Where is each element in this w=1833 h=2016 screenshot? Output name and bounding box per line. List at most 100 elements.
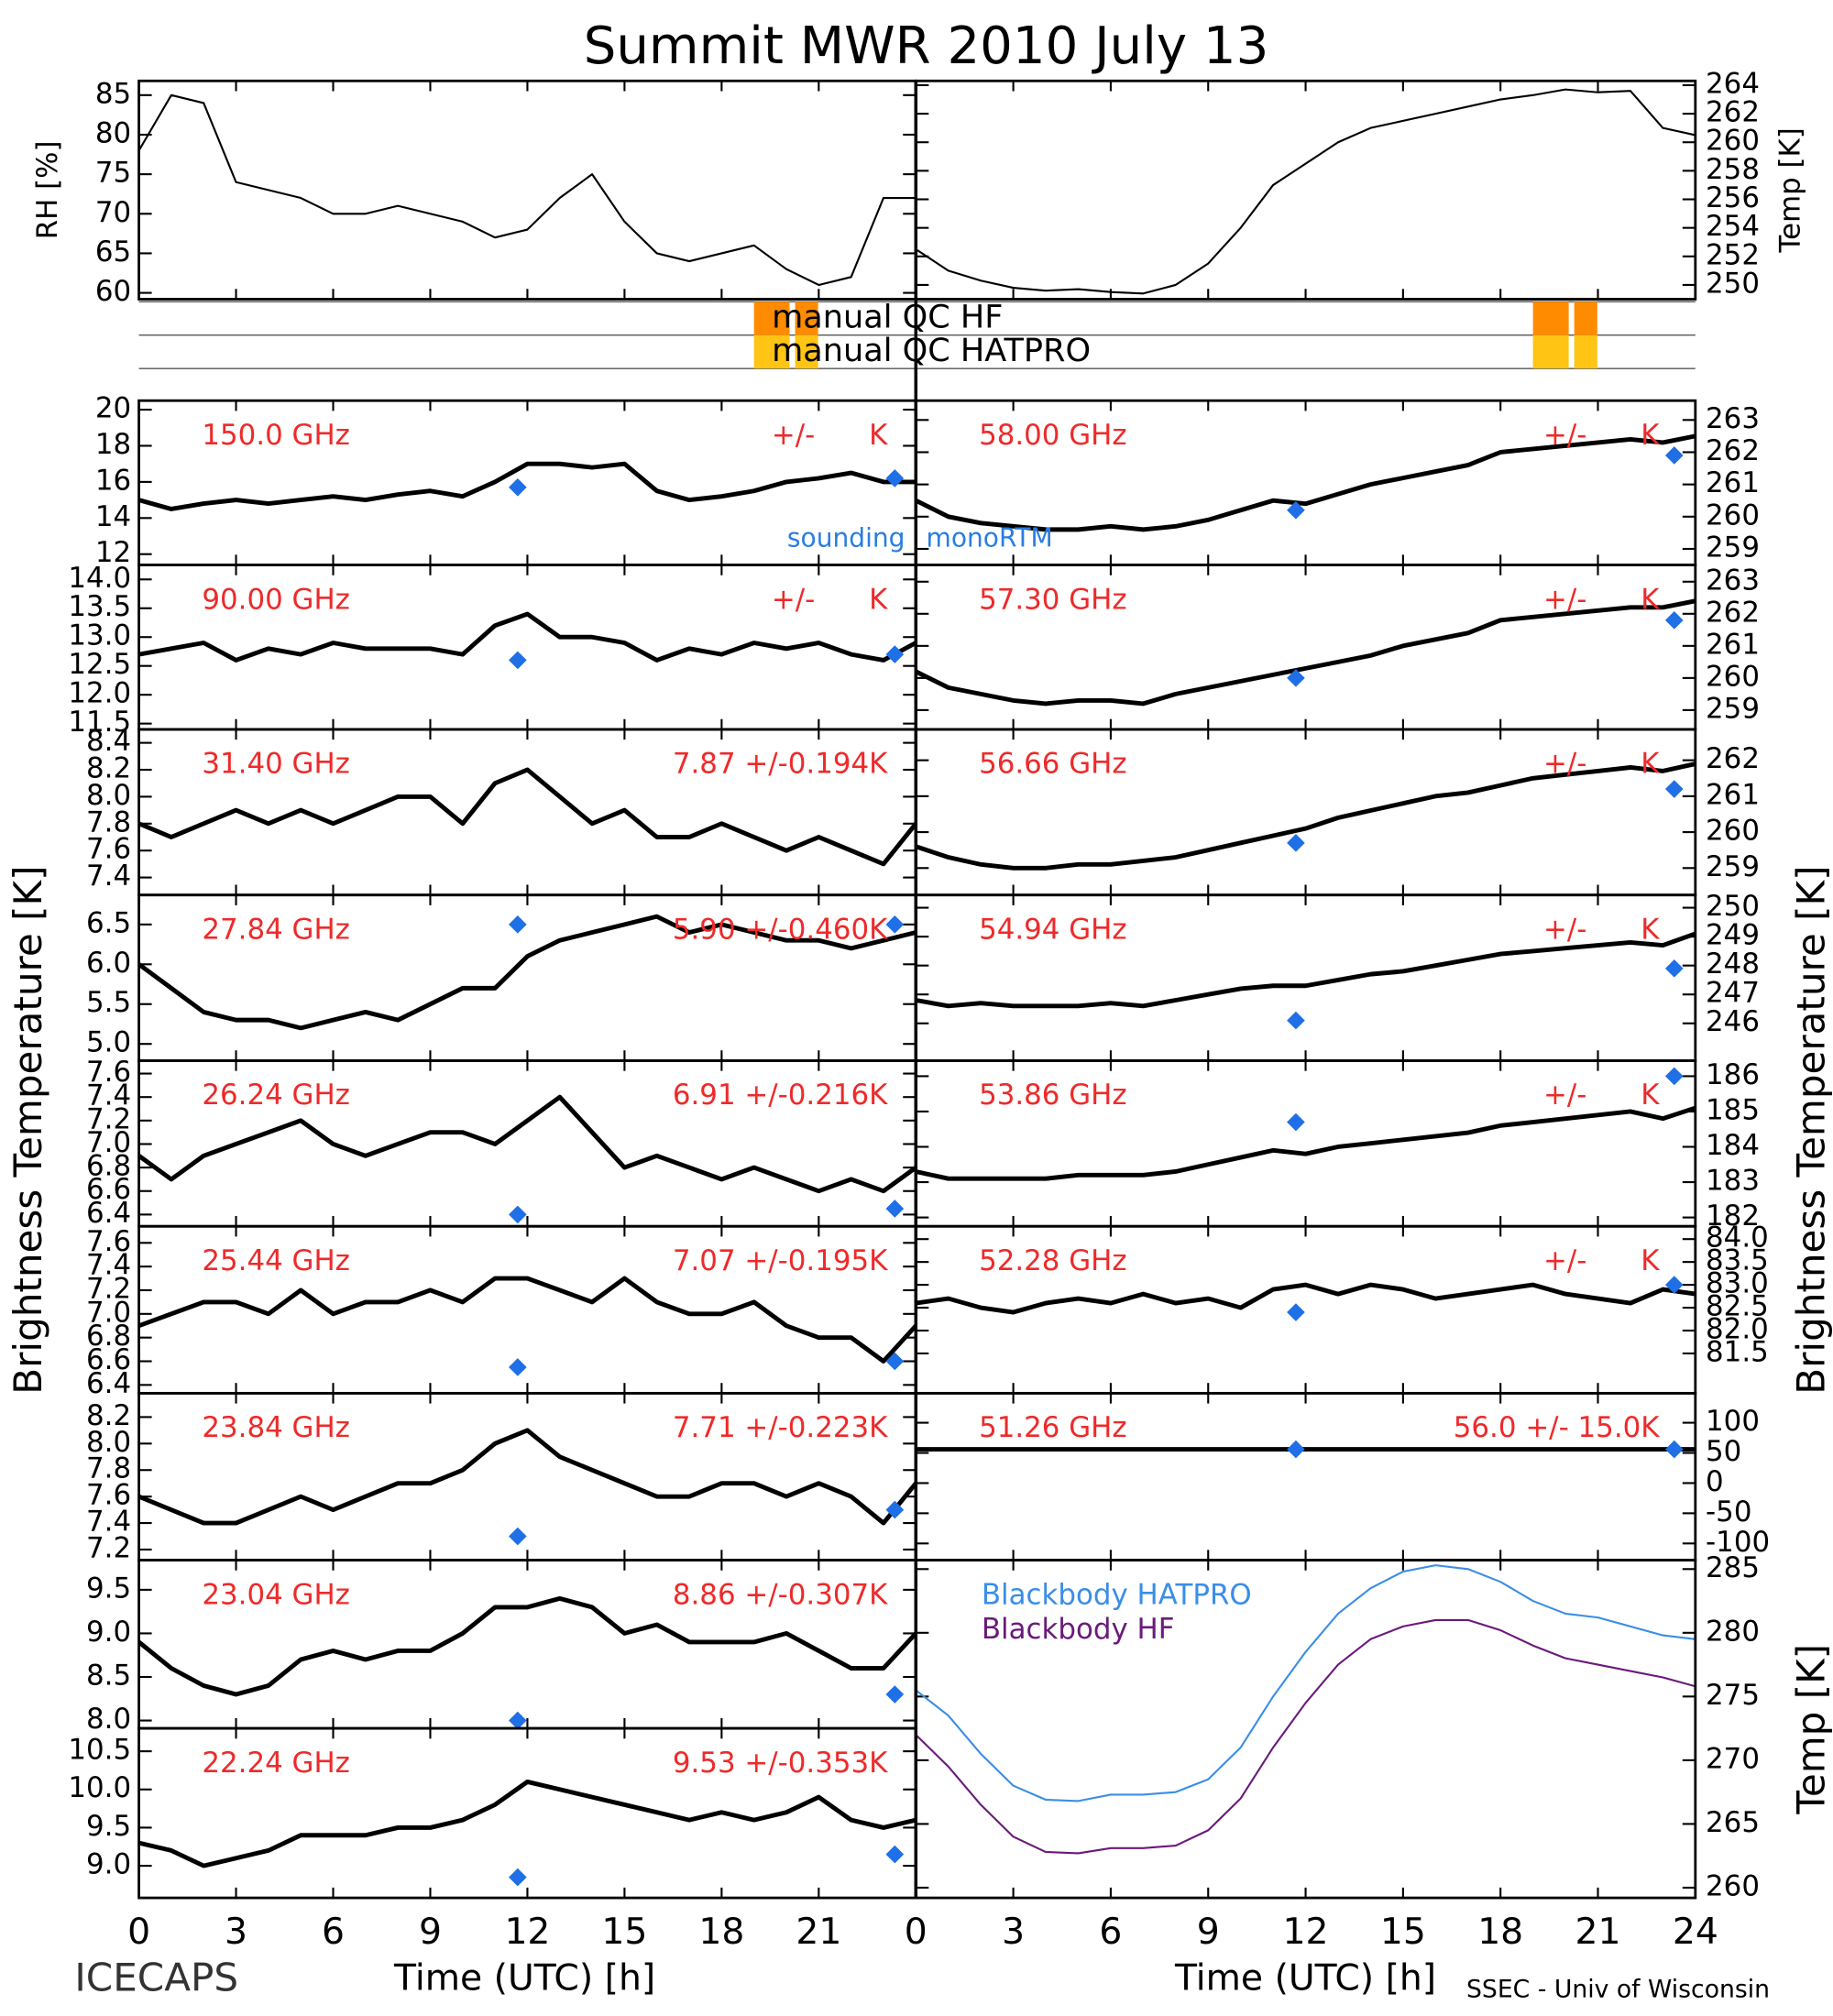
y-tick-label: 246 [1706,1005,1760,1038]
channel-stats: 56.0 +/- 15.0K [1454,1411,1661,1444]
series-line [137,461,916,511]
y-tick-label: 6.8 [86,1320,131,1353]
y-tick-label: 259 [1706,531,1760,564]
y-tick-label: 84.0 [1706,1222,1769,1255]
x-tick-label: 0 [127,1912,150,1953]
y-tick-label: 270 [1706,1742,1760,1775]
y-tick-label: 259 [1706,692,1760,725]
y-tick-label: 280 [1706,1615,1760,1648]
series-line [138,611,917,663]
x-tick-label: 18 [1477,1912,1523,1953]
series-line [915,931,1696,1009]
figure-title: Summit MWR 2010 July 13 [584,16,1269,76]
y-tick-label: 8.2 [86,752,131,785]
y-tick-label: 265 [1706,1806,1760,1839]
y-tick-label: 250 [1706,890,1760,923]
sounding-marker [1664,780,1684,798]
channel-label: 51.26 GHz [979,1411,1127,1444]
y-tick-label: 6.6 [86,1343,131,1376]
y-tick-label: 13.0 [68,619,131,652]
y-tick-label: 247 [1706,977,1760,1010]
x-tick-label: 21 [1575,1912,1621,1953]
qc-block [795,334,818,369]
sounding-marker [885,915,905,934]
y-tick-label: 261 [1706,628,1760,661]
sounding-marker [1664,611,1684,630]
sounding-marker [509,915,527,934]
x-tick-label: 24 [1673,1912,1718,1953]
sounding-marker [1664,1067,1684,1086]
y-tick-label: 261 [1706,466,1760,499]
channel-stats: 7.87 +/-0.194K [673,748,888,781]
y-tick-label: 262 [1706,742,1760,775]
y-tick-label: 249 [1706,919,1760,952]
legend-entry: Blackbody HATPRO [982,1578,1252,1611]
y-tick-label: 254 [1706,210,1760,243]
x-tick-label: 9 [1197,1912,1220,1953]
y-tick-label: 260 [1706,125,1760,158]
x-tick-label: 15 [1380,1912,1426,1953]
sounding-marker [1287,1112,1305,1132]
y-tick-label: 6.5 [86,906,131,939]
series-line [915,1105,1696,1181]
channel-label: 25.44 GHz [202,1244,350,1277]
qc-block [795,301,818,335]
y-tick-label: 6.8 [86,1150,131,1183]
series-line [915,761,1696,871]
x-tick-label: 3 [1002,1912,1025,1953]
sounding-marker [509,1868,527,1887]
channel-label: 23.84 GHz [202,1411,350,1444]
channel-label: 31.40 GHz [202,748,350,781]
y-tick-label: 6.6 [86,1173,131,1206]
y-tick-label: 0 [1706,1465,1724,1498]
sounding-marker [509,1711,527,1730]
series-line [137,1595,918,1697]
channel-label: 150.0 GHz [202,419,350,452]
legend-entry: Blackbody HF [982,1613,1175,1646]
y-tick-label: 70 [95,196,131,229]
x-tick-label: 12 [504,1912,550,1953]
y-tick-label: 7.6 [86,833,131,866]
y-tick-label: 7.0 [86,1126,131,1159]
y-axis-label: Temp [K] [1774,127,1807,253]
channel-label: 53.86 GHz [979,1079,1127,1112]
y-tick-label: 60 [95,275,131,308]
y-tick-label: 7.6 [86,1479,131,1512]
y-tick-label: 9.0 [86,1616,131,1649]
y-tick-label: 10.5 [68,1734,131,1767]
x-axis-label: Time (UTC) [h] [1174,1957,1436,1999]
series-line [137,1428,918,1526]
x-axis-label: Time (UTC) [h] [393,1957,655,1999]
channel-stats: +/- K [1543,1079,1660,1112]
y-tick-label: 285 [1706,1551,1760,1584]
y-tick-label: -100 [1706,1526,1770,1559]
channel-label: 26.24 GHz [202,1079,350,1112]
y-tick-label: 81.5 [1706,1335,1769,1368]
y-tick-label: 12 [95,536,131,569]
sounding-marker [885,469,905,488]
y-tick-label: 8.5 [86,1660,131,1693]
y-tick-label: 262 [1706,596,1760,629]
channel-stats: 7.07 +/-0.195K [673,1244,888,1277]
y-tick-label: 185 [1706,1093,1760,1126]
y-tick-label: 5.0 [86,1026,131,1059]
legend-entry: monoRTM [927,523,1053,553]
sounding-marker [509,1358,527,1376]
channel-label: 57.30 GHz [979,583,1127,616]
y-tick-label: 82.0 [1706,1313,1769,1346]
y-tick-label: 7.8 [86,1452,131,1485]
sounding-marker [509,1205,527,1224]
sounding-marker [1664,1440,1684,1459]
channel-stats: +/- K [1543,748,1660,781]
y-tick-label: 10.0 [68,1771,131,1804]
y-tick-label: 18 [95,428,131,461]
y-tick-label: 182 [1706,1200,1760,1233]
y-tick-label: 83.5 [1706,1244,1769,1277]
sounding-marker [1664,1276,1684,1294]
channel-stats: 6.91 +/-0.216K [673,1079,888,1112]
y-tick-label: 6.0 [86,947,131,980]
y-tick-label: 7.4 [86,1249,131,1282]
series-line [137,1094,917,1194]
sounding-marker [885,1352,905,1371]
